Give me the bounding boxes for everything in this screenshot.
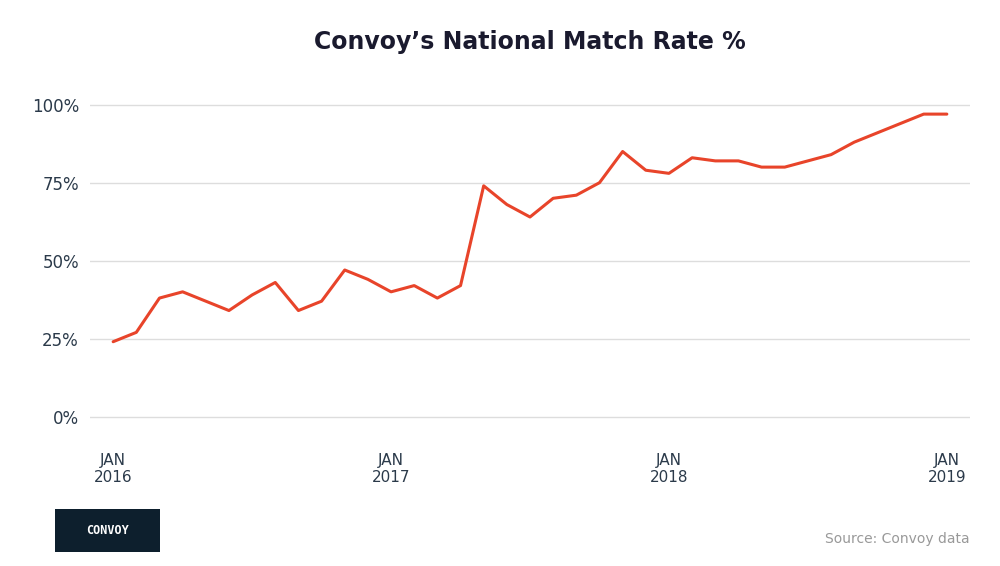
- Title: Convoy’s National Match Rate %: Convoy’s National Match Rate %: [314, 29, 746, 54]
- Text: CONVOY: CONVOY: [86, 524, 129, 537]
- Text: Source: Convoy data: Source: Convoy data: [825, 532, 970, 546]
